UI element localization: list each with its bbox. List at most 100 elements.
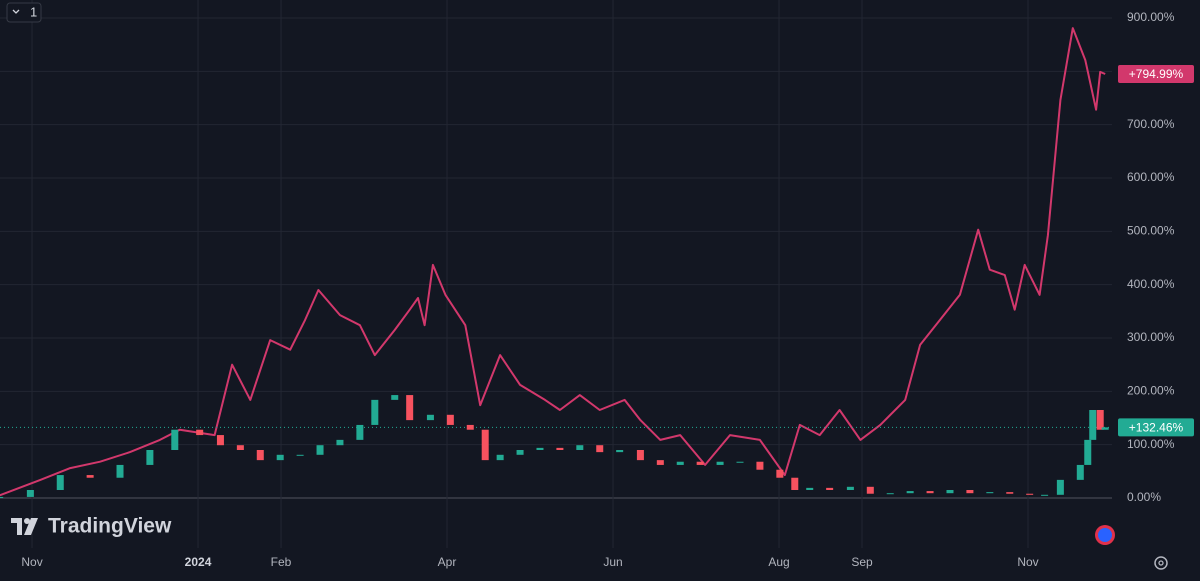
avatar[interactable] — [1095, 525, 1115, 545]
candle — [1089, 410, 1097, 440]
y-tick-label: 300.00% — [1127, 330, 1175, 344]
candle — [906, 491, 914, 494]
y-tick-label: 600.00% — [1127, 170, 1175, 184]
candle — [866, 486, 874, 494]
candle — [316, 445, 324, 455]
candle — [926, 491, 934, 494]
candle — [806, 487, 814, 490]
series-line — [0, 27, 1106, 497]
x-tick-label: 2024 — [185, 555, 212, 569]
candle — [556, 447, 564, 450]
candle — [426, 414, 434, 421]
x-tick-label: Jun — [603, 555, 622, 569]
candle — [1041, 494, 1049, 496]
candle — [26, 490, 34, 497]
candle — [296, 454, 304, 456]
candle — [391, 395, 399, 400]
candle — [236, 445, 244, 450]
candle — [1096, 410, 1104, 430]
avatar-core — [1098, 528, 1112, 542]
candle — [496, 454, 504, 461]
candle — [946, 490, 954, 494]
candle — [56, 475, 64, 490]
candle — [826, 487, 834, 490]
candle — [536, 447, 544, 450]
candle — [276, 454, 284, 461]
candle — [116, 464, 124, 478]
y-tick-label: 0.00% — [1127, 490, 1161, 504]
last-value-badge: +132.46% — [1118, 418, 1194, 437]
x-tick-label: Nov — [21, 555, 42, 569]
candle — [1026, 493, 1034, 495]
x-tick-label: Aug — [768, 555, 789, 569]
candle — [596, 445, 604, 453]
logo-mark — [24, 518, 38, 535]
candle — [846, 486, 854, 490]
plot — [0, 27, 1112, 498]
settings-icon-center — [1158, 560, 1164, 566]
logo-mark — [24, 518, 30, 524]
candle — [966, 490, 974, 494]
logo-text: TradingView — [48, 515, 172, 538]
x-tick-label: Apr — [438, 555, 457, 569]
candle — [576, 445, 584, 450]
chevron — [12, 9, 20, 14]
candle — [886, 493, 894, 495]
y-tick-label: 400.00% — [1127, 277, 1175, 291]
candle — [1084, 439, 1092, 465]
candle — [636, 450, 644, 461]
candle — [516, 450, 524, 455]
logo: TradingView — [11, 515, 172, 538]
candle — [446, 414, 454, 425]
candle — [336, 439, 344, 446]
interval-button[interactable]: 1 — [6, 2, 42, 23]
interval-label: 1 — [30, 4, 37, 19]
x-tick-label: Feb — [271, 555, 292, 569]
candle — [791, 477, 799, 490]
candle — [1056, 479, 1064, 495]
y-tick-label: 700.00% — [1127, 117, 1175, 131]
candle — [676, 461, 684, 465]
candle — [696, 461, 704, 465]
x-tick-label: Nov — [1017, 555, 1038, 569]
settings-button[interactable] — [1154, 556, 1168, 570]
x-tick-label: Sep — [851, 555, 873, 569]
candle — [146, 450, 154, 465]
badge-box — [1118, 65, 1194, 84]
logo-mark — [11, 518, 22, 535]
candle — [0, 496, 4, 498]
candle — [1076, 464, 1084, 480]
y-tick-label: 200.00% — [1127, 384, 1175, 398]
candle — [656, 460, 664, 465]
badge-label: +132.46% — [1129, 421, 1184, 435]
badge-box — [1118, 418, 1194, 437]
y-tick-label: 900.00% — [1127, 10, 1175, 24]
grid — [0, 0, 1112, 548]
candle — [406, 395, 414, 421]
candle — [466, 424, 474, 430]
y-tick-label: 100.00% — [1127, 437, 1175, 451]
settings-icon[interactable] — [1154, 556, 1168, 570]
candle — [171, 429, 179, 450]
last-value-badge: +794.99% — [1118, 65, 1194, 84]
candle — [756, 461, 764, 470]
candle — [1006, 492, 1014, 494]
candle — [481, 429, 489, 461]
candle — [1101, 427, 1109, 430]
candle — [196, 429, 204, 436]
candle — [86, 475, 94, 478]
candle — [616, 450, 624, 453]
candle — [356, 424, 364, 440]
interval-box[interactable] — [6, 2, 42, 23]
candle — [736, 461, 744, 463]
y-tick-label: 500.00% — [1127, 224, 1175, 238]
candle — [371, 399, 379, 425]
candle — [256, 450, 264, 461]
candle — [986, 492, 994, 494]
candle — [216, 435, 224, 446]
candle — [776, 469, 784, 478]
badge-label: +794.99% — [1129, 67, 1184, 81]
